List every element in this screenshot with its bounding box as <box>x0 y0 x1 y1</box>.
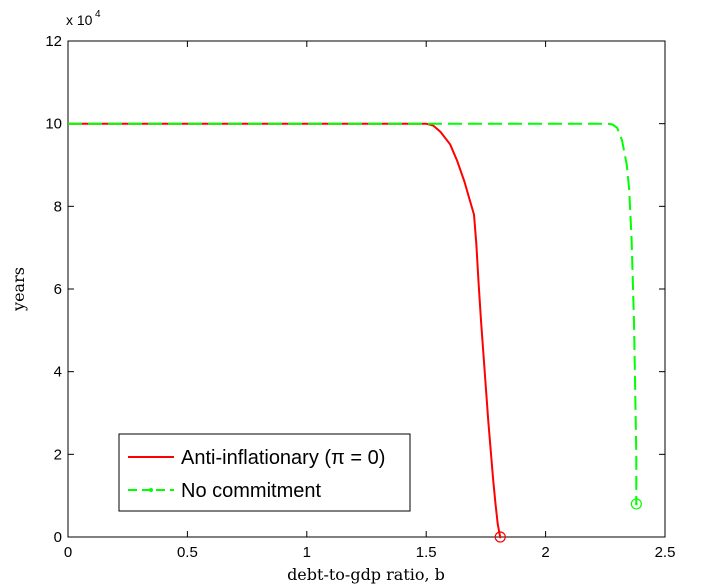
x-tick-label: 2.5 <box>655 544 676 561</box>
y-axis-exponent-power: 4 <box>95 9 101 20</box>
y-tick-label: 0 <box>54 529 62 546</box>
y-axis-label: years <box>9 267 28 312</box>
series-end-marker <box>630 498 642 510</box>
y-tick-label: 12 <box>45 33 62 50</box>
x-tick-label: 0 <box>64 544 72 561</box>
legend: Anti-inflationary (π = 0) No commitment <box>118 433 411 512</box>
legend-marker-no-commitment <box>149 488 153 492</box>
series-end-marker-dot <box>498 535 502 539</box>
series-layer <box>68 122 642 543</box>
y-tick-label: 10 <box>45 116 62 133</box>
x-tick-label: 1 <box>303 544 311 561</box>
y-tick-label: 8 <box>54 198 62 215</box>
y-tick-label: 6 <box>54 281 62 298</box>
x-axis-label: debt-to-gdp ratio, b <box>287 565 445 584</box>
y-tick-label: 4 <box>54 364 62 381</box>
x-tick-label: 1.5 <box>416 544 437 561</box>
series-line-anti-inflationary <box>68 122 502 538</box>
x-tick-label: 0.5 <box>177 544 198 561</box>
series-end-marker <box>494 531 506 543</box>
series-line-no-commitment <box>68 122 638 504</box>
legend-label-no-commitment: No commitment <box>181 480 321 502</box>
x-tick-label: 2 <box>541 544 549 561</box>
series-end-marker-dot <box>635 502 638 506</box>
legend-box <box>118 433 411 512</box>
legend-label-anti-inflationary: Anti-inflationary (π = 0) <box>181 447 385 469</box>
axis-ticks: 0 0.5 1 1.5 2 2.5 0 2 4 6 8 10 12 <box>45 33 675 561</box>
y-tick-label: 2 <box>54 446 62 463</box>
y-axis-exponent-base: x 10 <box>66 12 93 28</box>
